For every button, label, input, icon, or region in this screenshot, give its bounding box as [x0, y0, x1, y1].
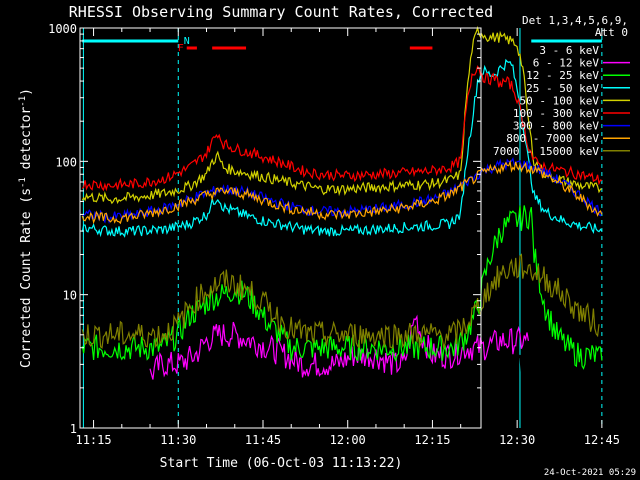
- y-tick-label: 1000: [48, 22, 77, 36]
- y-tick-label: 1: [70, 422, 77, 436]
- x-tick-label: 12:30: [499, 433, 535, 447]
- y-tick-label: 10: [63, 289, 77, 303]
- y-axis: 1 10 100 1000: [48, 22, 481, 436]
- legend-label: 800 - 7000 keV: [506, 132, 599, 145]
- legend-label: 100 - 300 keV: [513, 107, 599, 120]
- legend-label: 50 - 100 keV: [520, 94, 600, 107]
- x-axis-label: Start Time (06-Oct-03 11:13:22): [160, 456, 403, 471]
- legend-label: 12 - 25 keV: [526, 69, 599, 82]
- y-tick-label: 100: [55, 155, 77, 169]
- plot-frame: [79, 27, 482, 429]
- series-line-7: [81, 159, 603, 225]
- series-line-3: [81, 58, 603, 238]
- y-axis-label: Corrected Count Rate (s-1 detector-1): [18, 88, 34, 368]
- red-flag-label: F: [178, 43, 184, 54]
- series-line-8: [81, 253, 600, 350]
- legend-label: 25 - 50 keV: [526, 82, 599, 95]
- x-tick-label: 11:30: [160, 433, 196, 447]
- x-tick-label: 11:15: [75, 433, 111, 447]
- y-axis-label-end: ): [19, 88, 34, 96]
- y-axis-label-main: Corrected Count Rate (s: [19, 188, 34, 368]
- night-flag-label: N: [184, 36, 190, 47]
- series-line-1: [149, 314, 529, 380]
- series-line-4: [81, 25, 602, 205]
- legend-header: Att 0: [595, 26, 628, 39]
- legend-label: 300 - 800 keV: [513, 120, 599, 133]
- chart-title: RHESSI Observing Summary Count Rates, Co…: [69, 3, 493, 21]
- y-axis-label-mid: detector: [19, 107, 34, 178]
- y-axis-label-sup2: -1: [18, 96, 28, 107]
- footer-date: 24-Oct-2021 05:29: [544, 468, 636, 478]
- legend-label: 6 - 12 keV: [533, 57, 600, 70]
- x-tick-label: 11:45: [245, 433, 281, 447]
- y-axis-label-sup1: -1: [18, 177, 28, 188]
- flag-bars: NF: [82, 36, 602, 54]
- legend-label: 3 - 6 keV: [539, 44, 599, 57]
- x-tick-label: 12:00: [330, 433, 366, 447]
- x-tick-label: 12:45: [584, 433, 620, 447]
- series-line-5: [81, 65, 603, 192]
- x-tick-label: 12:15: [414, 433, 450, 447]
- x-axis: 11:15 11:30 11:45 12:00 12:15 12:30 12:45: [75, 28, 620, 447]
- legend-label: 7000 - 15000 keV: [493, 145, 599, 158]
- legend-header: Det 1,3,4,5,6,9,: [522, 14, 628, 27]
